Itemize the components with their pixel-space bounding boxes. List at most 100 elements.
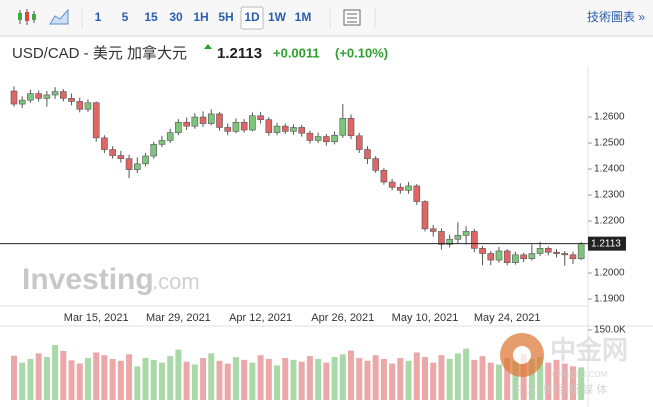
last-price: 1.2113 bbox=[217, 45, 262, 62]
candle-body bbox=[117, 155, 125, 159]
candle-body bbox=[331, 134, 338, 143]
x-tick-label: Apr 12, 2021 bbox=[229, 312, 292, 324]
candle-body bbox=[134, 163, 141, 170]
candle-body bbox=[84, 102, 92, 110]
interval-button[interactable]: 1D bbox=[244, 10, 260, 24]
volume-bar bbox=[520, 354, 527, 400]
candle-body bbox=[240, 121, 248, 131]
candle-body bbox=[306, 132, 314, 141]
interval-button[interactable]: 1H bbox=[193, 10, 208, 24]
volume-bar bbox=[200, 358, 207, 400]
volume-bar bbox=[27, 358, 34, 400]
candle-body bbox=[544, 248, 552, 253]
volume-bar bbox=[504, 358, 511, 400]
volume-bar bbox=[84, 358, 91, 400]
volume-bar bbox=[545, 362, 552, 400]
change: +0.0011 bbox=[273, 45, 320, 60]
volume-bar bbox=[528, 358, 535, 400]
volume-bar bbox=[265, 358, 272, 400]
interval-button[interactable]: 1 bbox=[95, 10, 102, 24]
volume-bar bbox=[413, 352, 420, 400]
candle-body bbox=[51, 91, 59, 96]
logo-name: 中金网 bbox=[550, 335, 628, 365]
volume-bar bbox=[150, 359, 157, 400]
interval-button[interactable]: 5H bbox=[218, 10, 233, 24]
candle-body bbox=[10, 90, 18, 105]
candle-body bbox=[380, 170, 388, 183]
volume-bar bbox=[397, 358, 404, 400]
volume-bar bbox=[471, 359, 478, 400]
volume-bar bbox=[68, 360, 75, 400]
candle-body bbox=[364, 149, 371, 159]
candle-body bbox=[158, 140, 166, 145]
x-tick-label: Mar 15, 2021 bbox=[64, 312, 129, 324]
area-icon[interactable] bbox=[49, 8, 69, 25]
candle-body bbox=[281, 125, 289, 132]
overlay-logo: 中金网 CNGOLD.COM 中 文 财 经 新 媒 体 bbox=[500, 333, 628, 396]
volume-bar bbox=[158, 362, 165, 400]
volume-bar bbox=[43, 357, 50, 400]
watermark-suffix: .com bbox=[152, 269, 200, 294]
table-icon[interactable] bbox=[343, 9, 361, 26]
candle-body bbox=[68, 98, 75, 102]
candle-body bbox=[183, 121, 190, 127]
candle-body bbox=[314, 136, 322, 141]
candle-body bbox=[150, 144, 158, 157]
candle-body bbox=[438, 231, 445, 245]
candle-body bbox=[232, 121, 240, 132]
volume-tick-label: 150.0K bbox=[594, 325, 626, 336]
candle-body bbox=[446, 238, 453, 245]
technical-chart-link[interactable]: 技術圖表 » bbox=[587, 10, 645, 24]
volume-bar bbox=[76, 363, 83, 400]
volume-bar bbox=[348, 350, 355, 400]
candle-body bbox=[125, 158, 133, 170]
candle-body bbox=[35, 93, 42, 99]
interval-button[interactable]: 15 bbox=[144, 10, 158, 24]
candle-body bbox=[405, 185, 412, 191]
volume-bar bbox=[331, 357, 338, 400]
volume-bar bbox=[487, 362, 494, 400]
volume-bar bbox=[101, 355, 108, 400]
volume-bar bbox=[274, 365, 281, 400]
volume-bar bbox=[224, 363, 231, 400]
volume-bar bbox=[430, 362, 437, 400]
volume-bar bbox=[553, 359, 560, 400]
candle-body bbox=[355, 135, 363, 150]
interval-button[interactable]: 5 bbox=[122, 10, 129, 24]
candle-body bbox=[388, 181, 396, 188]
candle-body bbox=[462, 231, 470, 236]
candle-body bbox=[503, 250, 511, 263]
candle-body bbox=[487, 253, 495, 261]
volume-bar bbox=[495, 364, 502, 400]
volume-bar bbox=[446, 358, 453, 400]
volume-bar bbox=[249, 362, 256, 400]
y-tick-label: 1.2600 bbox=[594, 112, 625, 123]
candle-body bbox=[553, 251, 560, 254]
candle-icon[interactable] bbox=[18, 9, 36, 25]
volume-bar bbox=[315, 358, 322, 400]
candle-body bbox=[323, 136, 330, 143]
volume-bar bbox=[19, 362, 26, 400]
volume-bar bbox=[364, 360, 371, 400]
toolbar bbox=[0, 0, 653, 36]
candle-body bbox=[249, 115, 256, 131]
interval-button[interactable]: 1W bbox=[268, 10, 287, 24]
logo-site: CNGOLD.COM bbox=[552, 370, 607, 379]
volume-bar bbox=[35, 353, 42, 400]
interval-button[interactable]: 1M bbox=[295, 10, 312, 24]
volume-bar bbox=[463, 348, 470, 400]
candle-body bbox=[569, 254, 577, 260]
symbol-name: USD/CAD - 美元 加拿大元 bbox=[12, 44, 187, 62]
candle-body bbox=[290, 127, 297, 132]
candle-body bbox=[191, 116, 199, 127]
interval-button[interactable]: 30 bbox=[169, 10, 183, 24]
volume-bar bbox=[380, 358, 387, 400]
volume-bar bbox=[512, 360, 519, 400]
volume-bar bbox=[339, 354, 346, 400]
y-tick-label: 1.1900 bbox=[594, 294, 625, 305]
candle-body bbox=[273, 125, 281, 133]
candle-body bbox=[27, 93, 34, 101]
change-percent: (+0.10%) bbox=[335, 45, 388, 60]
last-price-label: 1.2113 bbox=[591, 238, 621, 249]
volume-bar bbox=[117, 360, 124, 400]
